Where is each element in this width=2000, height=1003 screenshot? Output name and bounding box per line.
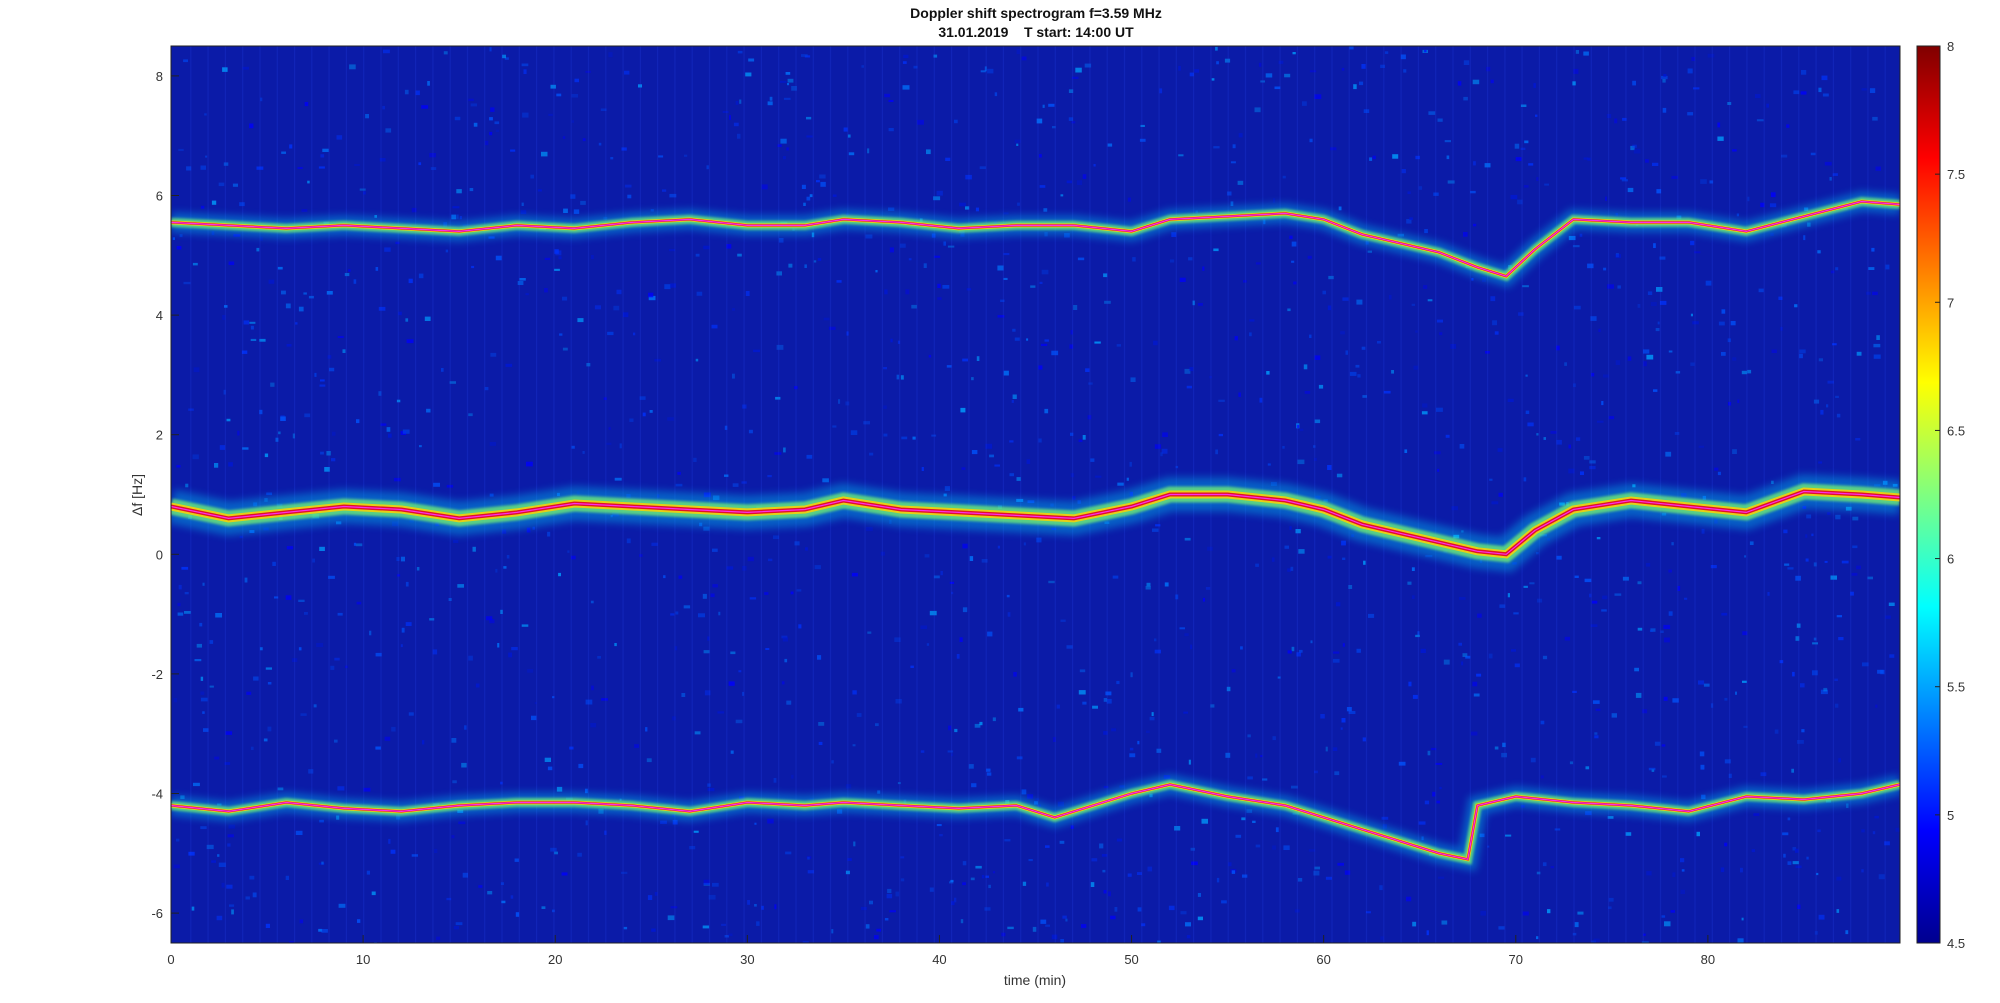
trace-fit-line — [171, 200, 1900, 277]
colorbar-tick-label: 6.5 — [1947, 423, 1965, 438]
y-tick-label: -2 — [151, 667, 163, 682]
x-tick-label: 80 — [1701, 952, 1715, 967]
colorbar-tick-label: 8 — [1947, 39, 1954, 54]
x-tick-label: 0 — [167, 952, 174, 967]
trace-3 — [171, 774, 1900, 872]
y-tick-label: 0 — [156, 547, 163, 562]
y-tick-label: -6 — [151, 906, 163, 921]
y-tick-label: 4 — [156, 308, 163, 323]
trace-fit-line — [171, 783, 1900, 861]
x-tick-label: 50 — [1124, 952, 1138, 967]
y-tick-label: 2 — [156, 428, 163, 443]
x-tick-label: 70 — [1509, 952, 1523, 967]
x-tick-label: 30 — [740, 952, 754, 967]
chart-subtitle: 31.01.2019 T start: 14:00 UT — [938, 24, 1134, 40]
colorbar-tick-label: 5.5 — [1947, 680, 1965, 695]
x-tick-label: 20 — [548, 952, 562, 967]
y-axis-label: Δf [Hz] — [129, 474, 145, 516]
y-axis: -6 -4 -2 0 2 4 6 8 — [151, 69, 179, 921]
colorbar-tick-label: 7 — [1947, 295, 1954, 310]
colorbar-tick-label: 4.5 — [1947, 936, 1965, 951]
colorbar-tick-label: 5 — [1947, 808, 1954, 823]
x-axis-label: time (min) — [1004, 972, 1066, 988]
trace-fit-line — [171, 490, 1900, 555]
y-tick-label: -4 — [151, 787, 163, 802]
colorbar-tick-label: 7.5 — [1947, 167, 1965, 182]
trace-1 — [171, 191, 1900, 288]
colorbar-ticks: 4.5 5 5.5 6 6.5 7 7.5 8 — [1935, 39, 1965, 951]
trace-2 — [171, 474, 1900, 572]
plot-area — [170, 45, 1901, 944]
x-tick-label: 60 — [1316, 952, 1330, 967]
chart-title: Doppler shift spectrogram f=3.59 MHz — [910, 5, 1162, 21]
colorbar: 4.5 5 5.5 6 6.5 7 7.5 8 — [1916, 39, 1965, 951]
plot-frame — [170, 45, 1901, 944]
x-axis: 0 10 20 30 40 50 60 70 80 — [167, 935, 1715, 967]
x-tick-label: 40 — [932, 952, 946, 967]
colorbar-gradient — [1916, 45, 1941, 944]
doppler-traces — [171, 191, 1900, 872]
y-tick-label: 8 — [156, 69, 163, 84]
y-tick-label: 6 — [156, 189, 163, 204]
colorbar-tick-label: 6 — [1947, 552, 1954, 567]
x-tick-label: 10 — [356, 952, 370, 967]
